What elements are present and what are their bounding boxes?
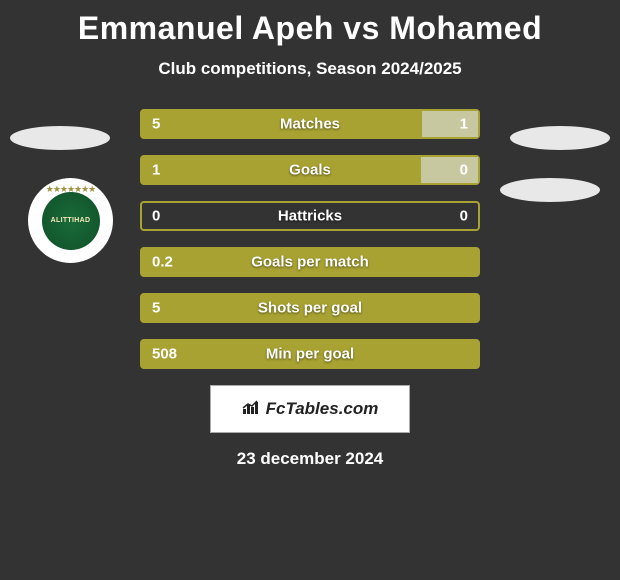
stat-row: Min per goal 508 — [140, 339, 480, 369]
stat-value-right: 1 — [460, 116, 468, 133]
brand-text: FcTables.com — [266, 399, 379, 419]
stat-value-left: 5 — [152, 300, 160, 317]
stat-bar-right — [421, 157, 478, 183]
stat-row: Goals 1 0 — [140, 155, 480, 185]
stat-value-right: 0 — [460, 162, 468, 179]
stat-value-left: 0 — [152, 208, 160, 225]
stat-row: Matches 5 1 — [140, 109, 480, 139]
stats-container: Matches 5 1 Goals 1 0 Hattricks 0 0 Goals per mat… — [0, 109, 620, 369]
stat-label: Hattricks — [278, 208, 342, 225]
stat-value-left: 1 — [152, 162, 160, 179]
stat-row: Shots per goal 5 — [140, 293, 480, 323]
stat-bar-right — [422, 111, 478, 137]
stat-value-right: 0 — [460, 208, 468, 225]
stat-label: Matches — [280, 116, 340, 133]
stat-label: Goals per match — [251, 254, 369, 271]
chart-icon — [242, 399, 262, 420]
stat-label: Min per goal — [266, 346, 354, 363]
page-title: Emmanuel Apeh vs Mohamed — [0, 0, 620, 47]
bars-list: Matches 5 1 Goals 1 0 Hattricks 0 0 Goals per mat… — [140, 109, 480, 369]
brand-badge: FcTables.com — [210, 385, 410, 433]
footer-date: 23 december 2024 — [0, 449, 620, 469]
stat-value-left: 0.2 — [152, 254, 173, 271]
stat-row: Hattricks 0 0 — [140, 201, 480, 231]
stat-row: Goals per match 0.2 — [140, 247, 480, 277]
subtitle: Club competitions, Season 2024/2025 — [0, 59, 620, 79]
stat-value-left: 5 — [152, 116, 160, 133]
stat-label: Goals — [289, 162, 331, 179]
stat-label: Shots per goal — [258, 300, 362, 317]
stat-bar-left — [142, 157, 421, 183]
stat-value-left: 508 — [152, 346, 177, 363]
